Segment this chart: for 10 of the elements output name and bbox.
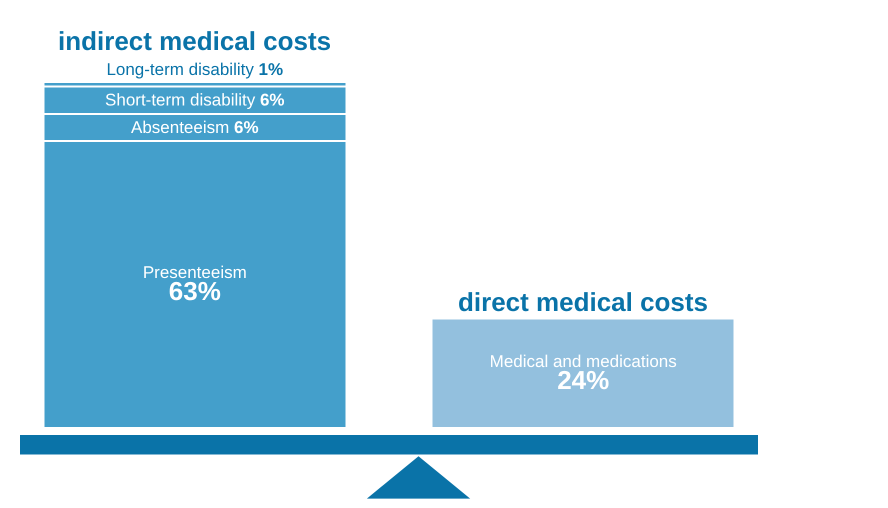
series-label: Absenteeism <box>131 118 230 137</box>
data-label: 6% <box>260 90 285 110</box>
data-label: 6% <box>234 118 259 137</box>
x-tick-label: direct medical costs <box>458 287 708 317</box>
series-label: Long-term disability <box>106 60 254 79</box>
series-label: Short-term disability <box>105 90 256 110</box>
data-label: 1% <box>258 60 284 79</box>
x-tick-label: indirect medical costs <box>58 26 332 56</box>
series-label: Presenteeism <box>142 263 247 282</box>
series-label: Medical and medications <box>490 352 677 371</box>
